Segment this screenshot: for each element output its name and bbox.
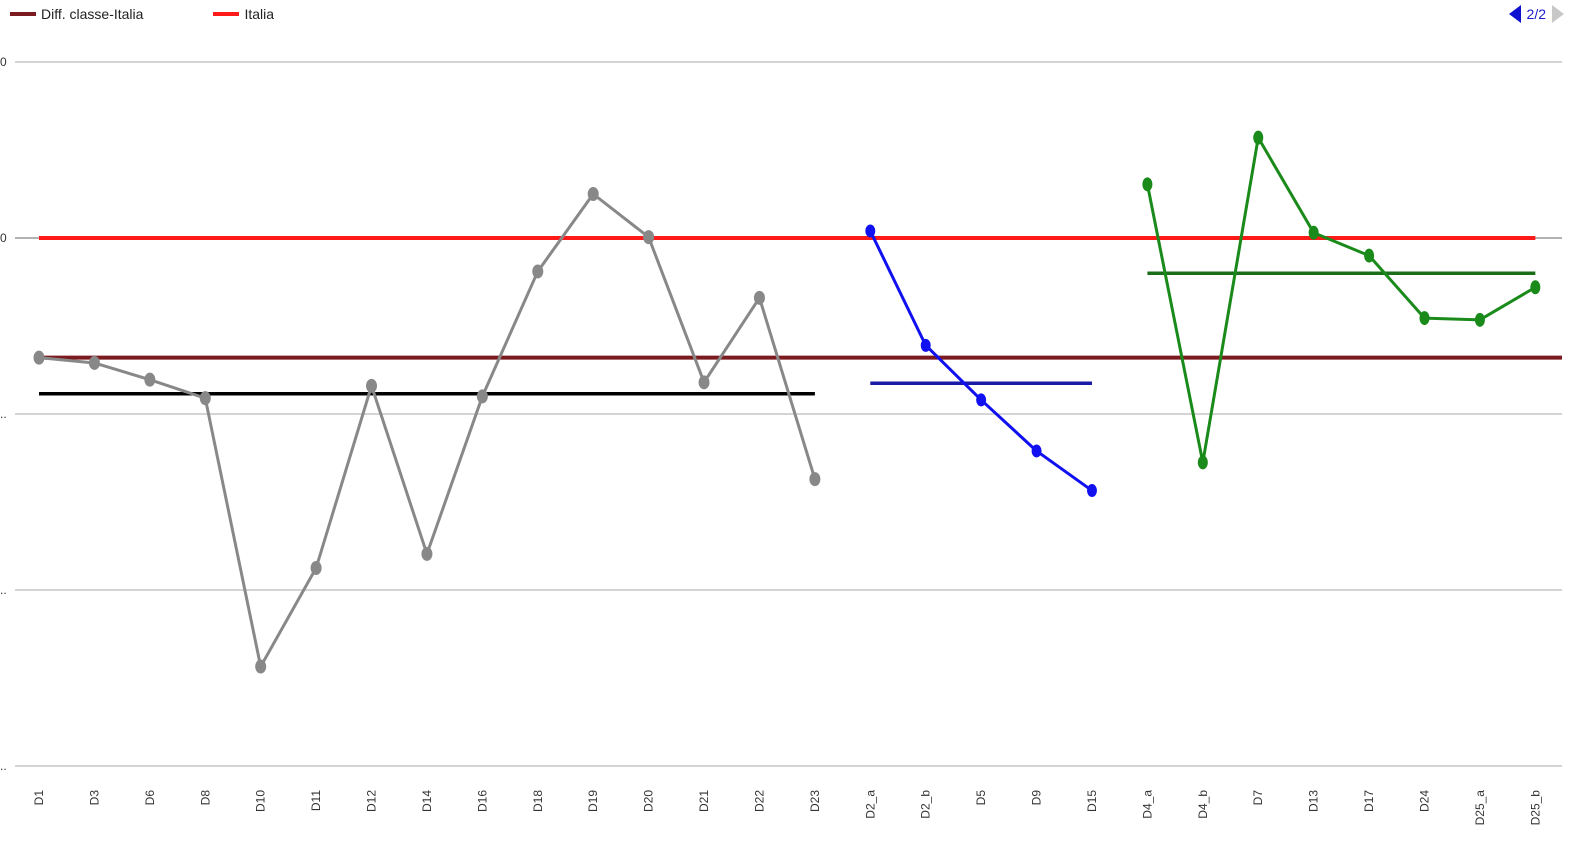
- pager: 2/2: [1508, 5, 1564, 23]
- page-indicator: 2/2: [1526, 6, 1546, 22]
- data-point-D10: [255, 659, 267, 674]
- y-tick-label: ..: [0, 407, 7, 421]
- data-point-D24: [1419, 311, 1430, 326]
- data-point-D13: [1308, 225, 1319, 240]
- x-tick-label: D19: [586, 790, 600, 812]
- data-point-D25_a: [1474, 312, 1485, 327]
- data-point-D4_a: [1142, 177, 1153, 192]
- y-tick-label: 0: [0, 231, 7, 245]
- x-tick-label: D20: [642, 790, 656, 812]
- legend-item-italia[interactable]: Italia: [213, 6, 274, 22]
- x-tick-label: D14: [420, 790, 434, 812]
- x-tick-label: D3: [87, 790, 101, 806]
- data-point-D1: [33, 350, 45, 365]
- x-tick-label: D11: [309, 790, 323, 811]
- triangle-right-icon: [1552, 5, 1564, 23]
- legend: Diff. classe-Italia Italia: [10, 6, 274, 22]
- data-point-D9: [1031, 444, 1042, 458]
- data-point-D17: [1364, 248, 1375, 263]
- x-tick-label: D25_b: [1528, 790, 1542, 826]
- data-point-D7: [1253, 130, 1264, 145]
- data-point-D20: [643, 230, 655, 245]
- y-tick-label: 0: [0, 55, 7, 69]
- data-point-D21: [698, 375, 710, 390]
- x-tick-label: D22: [752, 790, 766, 812]
- x-tick-label: D25_a: [1473, 790, 1487, 826]
- x-tick-label: D4_b: [1196, 790, 1210, 819]
- data-point-D22: [753, 290, 765, 305]
- x-tick-label: D5: [974, 790, 988, 806]
- triangle-left-icon[interactable]: [1508, 5, 1521, 23]
- x-tick-label: D16: [475, 790, 489, 812]
- x-tick-label: D12: [365, 790, 379, 812]
- x-tick-label: D7: [1251, 790, 1265, 806]
- data-point-D16: [476, 389, 488, 404]
- data-point-D8: [199, 391, 211, 406]
- data-point-D4_b: [1197, 455, 1208, 470]
- x-tick-label: D4_a: [1140, 790, 1154, 819]
- data-point-D3: [88, 355, 100, 370]
- legend-label-italia: Italia: [244, 6, 275, 22]
- data-point-D19: [587, 187, 599, 201]
- legend-swatch-diff: [10, 12, 36, 16]
- data-point-D12: [366, 378, 378, 393]
- data-point-D15: [1086, 484, 1097, 498]
- legend-item-diff[interactable]: Diff. classe-Italia: [10, 6, 143, 22]
- data-point-D23: [809, 472, 821, 487]
- data-point-D11: [310, 561, 322, 575]
- x-tick-label: D24: [1418, 790, 1432, 812]
- legend-swatch-italia: [213, 12, 240, 16]
- x-tick-label: D17: [1362, 790, 1376, 812]
- x-tick-label: D13: [1307, 790, 1321, 812]
- x-tick-label: D2_b: [919, 790, 933, 819]
- series-line-group-3: [1145, 136, 1537, 464]
- x-tick-label: D8: [198, 790, 212, 806]
- legend-label-diff: Diff. classe-Italia: [41, 6, 144, 22]
- x-tick-label: D9: [1030, 790, 1044, 806]
- data-point-D6: [144, 372, 156, 387]
- y-tick-label: ..: [0, 759, 7, 773]
- x-tick-label: D18: [531, 790, 545, 812]
- series-line-group-2: [868, 230, 1093, 492]
- x-tick-label: D6: [143, 790, 157, 806]
- x-tick-label: D21: [697, 790, 711, 812]
- data-point-D2_a: [865, 224, 876, 238]
- x-tick-label: D15: [1085, 790, 1099, 812]
- data-point-D14: [421, 546, 433, 561]
- data-point-D5: [976, 393, 987, 407]
- x-tick-label: D2_a: [863, 790, 877, 819]
- series-line-group-1: [38, 192, 817, 669]
- y-tick-label: ..: [0, 583, 7, 597]
- x-tick-label: D10: [254, 790, 268, 812]
- data-point-D25_b: [1530, 280, 1541, 295]
- x-tick-label: D1: [32, 790, 46, 806]
- data-point-D18: [532, 264, 544, 279]
- x-tick-label: D23: [808, 790, 822, 812]
- data-point-D2_b: [920, 338, 931, 352]
